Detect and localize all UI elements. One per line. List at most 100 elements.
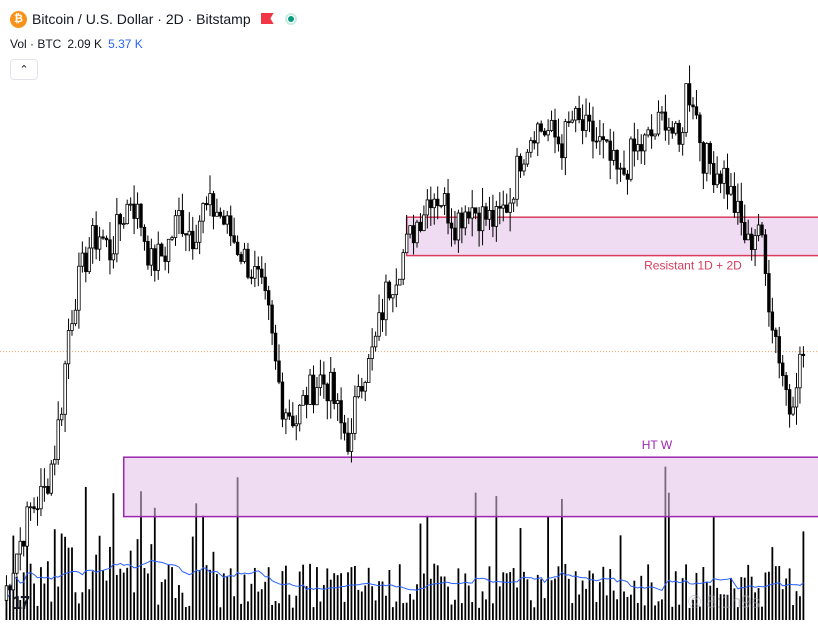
volume-bar: [512, 568, 515, 620]
candle: [84, 252, 88, 273]
chevron-up-icon: ⌃: [19, 64, 29, 76]
volume-bar: [291, 607, 294, 620]
candle: [97, 236, 102, 250]
candle: [560, 143, 564, 159]
candle: [594, 140, 599, 143]
volume-bar: [174, 598, 177, 620]
volume-bar: [664, 466, 667, 620]
volume-bar: [385, 595, 387, 620]
volume-bar: [574, 571, 577, 620]
volume-bar: [429, 578, 432, 620]
candle: [722, 167, 726, 184]
candle: [208, 193, 212, 206]
volume-bar: [640, 575, 643, 620]
candle: [767, 273, 771, 313]
volume-bar: [464, 573, 467, 620]
volume-bar: [367, 567, 370, 620]
volume-bar: [481, 591, 484, 620]
candle: [32, 506, 36, 510]
volume-bar: [209, 569, 211, 620]
candle: [680, 132, 685, 145]
zones: Resistant 1D + 2D HT W: [123, 216, 818, 518]
candle: [170, 237, 174, 240]
candle: [684, 83, 688, 133]
volume-bar: [405, 602, 408, 620]
volume-bar: [19, 600, 22, 620]
chart-legend: ₿ Bitcoin / U.S. Dollar · 2D · Bitstamp: [10, 9, 297, 29]
candle: [256, 266, 260, 270]
candle: [222, 215, 226, 225]
candle: [422, 214, 426, 232]
candle: [756, 224, 761, 237]
volume-bar: [247, 601, 249, 620]
volume-bar: [716, 587, 719, 620]
tradingview-logo[interactable]: 17: [12, 593, 30, 613]
volume-bar: [184, 607, 187, 620]
volume-bar: [22, 572, 25, 620]
zone-1[interactable]: [123, 456, 818, 518]
candle: [777, 336, 781, 364]
candle: [180, 210, 185, 235]
volume-bar: [647, 564, 650, 620]
candle: [787, 389, 792, 415]
market-status-icon[interactable]: [284, 13, 297, 25]
volume-bar: [492, 603, 494, 620]
candle: [21, 540, 26, 547]
candle: [125, 203, 129, 225]
volume-bar: [319, 601, 322, 620]
volume-bar: [316, 567, 318, 620]
candle: [432, 198, 436, 209]
volume-bar: [78, 603, 80, 620]
candle: [411, 225, 416, 244]
candle: [546, 130, 550, 136]
candle: [53, 459, 57, 465]
volume-bar: [102, 570, 104, 620]
volume-bar: [726, 594, 729, 620]
candle: [743, 222, 747, 241]
volume-bar: [733, 588, 736, 620]
volume-bar: [84, 486, 87, 620]
candle: [15, 553, 19, 574]
collapse-legend-button[interactable]: ⌃: [10, 59, 38, 80]
candle: [294, 423, 298, 427]
flag-icon[interactable]: [261, 13, 275, 25]
candle: [739, 200, 743, 223]
candle: [770, 311, 775, 331]
candle: [494, 206, 499, 227]
volume-bar: [95, 554, 98, 620]
candle: [522, 163, 526, 172]
volume-bar: [795, 591, 798, 620]
volume-bar: [153, 507, 156, 620]
candle: [384, 281, 388, 321]
volume-bar: [636, 602, 639, 620]
volume-bar: [181, 592, 184, 620]
volume-bar: [140, 491, 142, 620]
volume-bar: [440, 576, 443, 620]
watermark: © 8:1h9s: [688, 592, 761, 612]
candle: [453, 227, 457, 241]
candle: [211, 193, 216, 217]
volume-bar: [774, 566, 777, 620]
candle: [736, 200, 740, 213]
candle: [91, 225, 95, 249]
candle: [215, 211, 219, 217]
volume-bar: [433, 563, 436, 620]
volume-bar: [91, 571, 94, 620]
volume-value: 2.09 K: [67, 37, 103, 51]
candle: [529, 140, 533, 153]
candle: [442, 193, 447, 206]
volume-bar: [143, 567, 146, 620]
volume-bar: [57, 586, 60, 620]
volume-bar: [378, 581, 380, 620]
symbol-title[interactable]: Bitcoin / U.S. Dollar · 2D · Bitstamp: [32, 11, 251, 27]
candle: [746, 233, 750, 241]
candle: [197, 220, 202, 243]
candle: [342, 422, 347, 434]
volume-bar: [43, 583, 46, 620]
candle: [515, 155, 519, 200]
volume-label[interactable]: Vol · BTC: [10, 37, 62, 51]
candle: [574, 107, 578, 121]
volume-bar: [667, 492, 670, 620]
volume-ma-line: [6, 559, 804, 600]
